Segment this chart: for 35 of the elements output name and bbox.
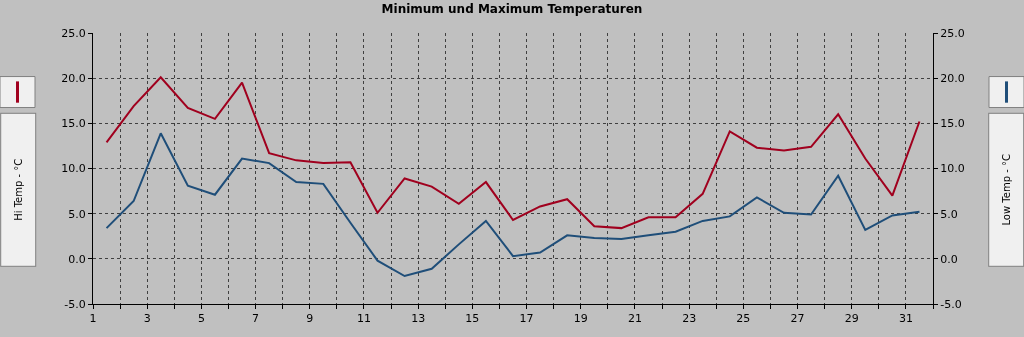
x-tick-label: 25 [736, 312, 751, 326]
y2-tick-label: -5.0 [940, 297, 962, 311]
x-tick-label: 29 [844, 312, 859, 326]
x-tick-label: 11 [356, 312, 371, 326]
x-tick-label: 19 [573, 312, 588, 326]
y-tick-label: 15.0 [61, 117, 86, 131]
y2-tick-label: 15.0 [940, 117, 965, 131]
x-tick-label: 31 [898, 312, 913, 326]
y-tick-label: 10.0 [61, 162, 86, 176]
y2-tick-label: 0.0 [940, 252, 958, 266]
y-axis-title: Hi Temp - °C [12, 158, 24, 221]
x-tick-label: 7 [252, 312, 260, 326]
x-tick-label: 3 [143, 312, 151, 326]
x-tick-label: 17 [519, 312, 534, 326]
line-series [105, 76, 921, 230]
x-tick-label: 27 [790, 312, 805, 326]
x-tick-label: 15 [465, 312, 480, 326]
y2-axis-title: Low Temp - °C [1000, 154, 1012, 226]
y-tick-label: 25.0 [61, 26, 86, 40]
y-tick-label: 20.0 [61, 72, 86, 86]
x-tick-label: 23 [682, 312, 697, 326]
x-tick-label: 21 [627, 312, 642, 326]
y2-tick-label: 10.0 [940, 162, 965, 176]
chart-title: Minimum und Maximum Temperaturen [381, 2, 643, 17]
y-tick-label: 5.0 [68, 207, 86, 221]
x-tick-label: 9 [306, 312, 314, 326]
y2-tick-label: 5.0 [940, 207, 958, 221]
line-series [105, 132, 921, 277]
y2-tick-label: 20.0 [940, 72, 965, 86]
x-tick-label: 5 [197, 312, 205, 326]
y2-tick-label: 25.0 [940, 26, 965, 40]
x-tick-label: 1 [89, 312, 97, 326]
y-tick-label: -5.0 [64, 297, 86, 311]
x-tick-label: 13 [411, 312, 426, 326]
y-tick-label: 0.0 [68, 252, 86, 266]
